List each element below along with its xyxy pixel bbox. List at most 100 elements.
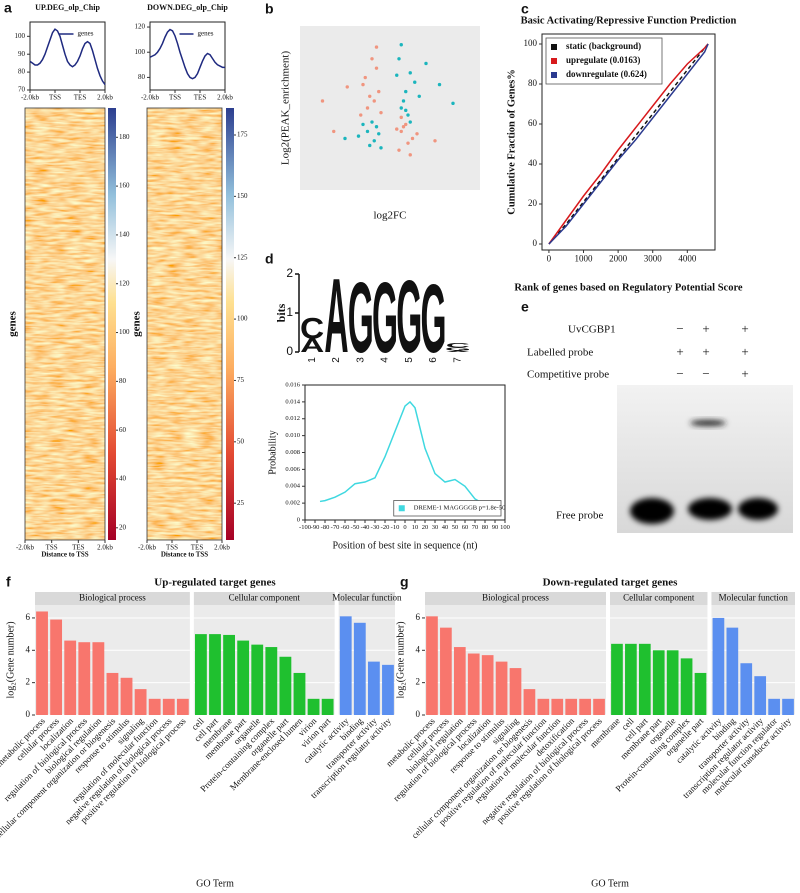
bar (162, 698, 175, 715)
point (408, 153, 412, 157)
bar (237, 640, 250, 715)
point (408, 120, 412, 124)
bar (694, 672, 707, 715)
x-tick-label: 1 (307, 357, 318, 363)
x-tick-label: TES (74, 94, 87, 102)
logo-letter: G (421, 265, 447, 373)
x-axis-label: Distance to TSS (41, 551, 88, 559)
gel-band (630, 498, 674, 524)
point (404, 89, 408, 94)
x-axis-label: Rank of genes based on Regulatory Potent… (514, 282, 743, 293)
colorbar-tick-label: 75 (237, 376, 245, 384)
x-tick-label: 7 (452, 357, 463, 363)
row-label: UvCGBP1 (568, 324, 616, 336)
point (374, 66, 379, 70)
x-tick-label: TSS (49, 94, 61, 102)
legend-marker (398, 505, 405, 512)
y-axis-label: Probability (267, 430, 278, 474)
row-mark: + (741, 321, 748, 336)
row-mark: + (676, 344, 683, 359)
point (424, 61, 428, 66)
bar (453, 647, 466, 715)
y-tick-label: 20 (528, 198, 538, 208)
x-axis-label: GO Term (196, 878, 234, 889)
row-mark: + (702, 321, 709, 336)
x-tick-label: 2000 (609, 253, 628, 263)
colorbar-tick-label: 25 (237, 499, 245, 507)
data-line (319, 400, 486, 506)
point (377, 132, 381, 136)
bar (307, 698, 320, 715)
point (372, 139, 376, 143)
x-tick-label: 2.0kb (217, 94, 233, 102)
y-tick-label: 2 (286, 266, 293, 280)
bar (120, 677, 133, 715)
logo-letter: A (446, 350, 470, 352)
bar (652, 650, 665, 715)
bar (565, 698, 578, 715)
colorbar (108, 108, 116, 540)
x-tick-label: -60 (341, 524, 350, 531)
x-axis-label: log2FC (373, 210, 406, 222)
point (374, 125, 379, 129)
x-tick-label: 80 (482, 524, 489, 531)
y-axis-label: log₂(Gene number) (5, 621, 16, 698)
chart-title: DOWN.DEG_olp_Chip (147, 3, 228, 12)
point (397, 57, 401, 61)
bar (611, 643, 623, 715)
legend-label: genes (198, 30, 214, 38)
y-tick-label: 0.002 (285, 500, 300, 507)
legend-label: DREME-1 MAGGGGB p=1.8e-50 (414, 505, 506, 512)
point (361, 122, 365, 127)
logo-letter: A (300, 335, 324, 357)
bar (251, 644, 264, 715)
bar (551, 698, 564, 715)
bar (440, 627, 452, 715)
y-tick-label: 0.014 (285, 398, 300, 405)
point (359, 113, 363, 117)
point (408, 71, 412, 75)
panel-label: g (400, 574, 409, 590)
point (377, 89, 381, 94)
facet-strip (711, 592, 795, 605)
x-tick-label: 20 (422, 524, 429, 531)
x-axis-label: Position of best site in sequence (nt) (333, 540, 478, 551)
point (372, 99, 376, 103)
point (370, 57, 374, 61)
logo-letter: G (396, 261, 422, 375)
bar (625, 643, 637, 715)
colorbar-tick-label: 40 (119, 475, 127, 483)
point (404, 122, 408, 127)
colorbar-tick-label: 160 (119, 182, 130, 190)
point (332, 129, 336, 134)
bar (106, 672, 119, 715)
y-tick-label: 90 (18, 50, 26, 58)
x-tick-label: TES (194, 94, 207, 102)
x-axis-label: GO Term (591, 878, 629, 889)
colorbar-tick-label: 20 (119, 523, 127, 531)
logo-letter: C (300, 311, 324, 345)
bar (50, 619, 63, 715)
bar (426, 616, 438, 715)
legend-frame (393, 500, 502, 517)
x-tick-label: -90 (311, 524, 320, 531)
row-mark: + (741, 344, 748, 359)
y-tick-label: 0.006 (285, 466, 300, 473)
y-tick-label: 0.010 (285, 432, 300, 439)
panel-label: e (521, 299, 529, 315)
y-tick-label: 6 (416, 612, 421, 622)
legend-label: static (background) (566, 41, 641, 51)
data-line (29, 28, 106, 86)
y-tick-label: 4 (26, 644, 31, 654)
bar (638, 643, 651, 715)
point (397, 148, 401, 152)
bar (353, 622, 366, 715)
bar (537, 698, 550, 715)
x-tick-label: -2.0kb (21, 94, 40, 102)
y-tick-label: 0 (533, 238, 538, 248)
point (368, 94, 372, 98)
y-tick-label: 0.016 (285, 381, 300, 388)
point (399, 43, 403, 47)
x-tick-label: -100 (299, 524, 311, 531)
legend-label: genes (78, 30, 94, 38)
